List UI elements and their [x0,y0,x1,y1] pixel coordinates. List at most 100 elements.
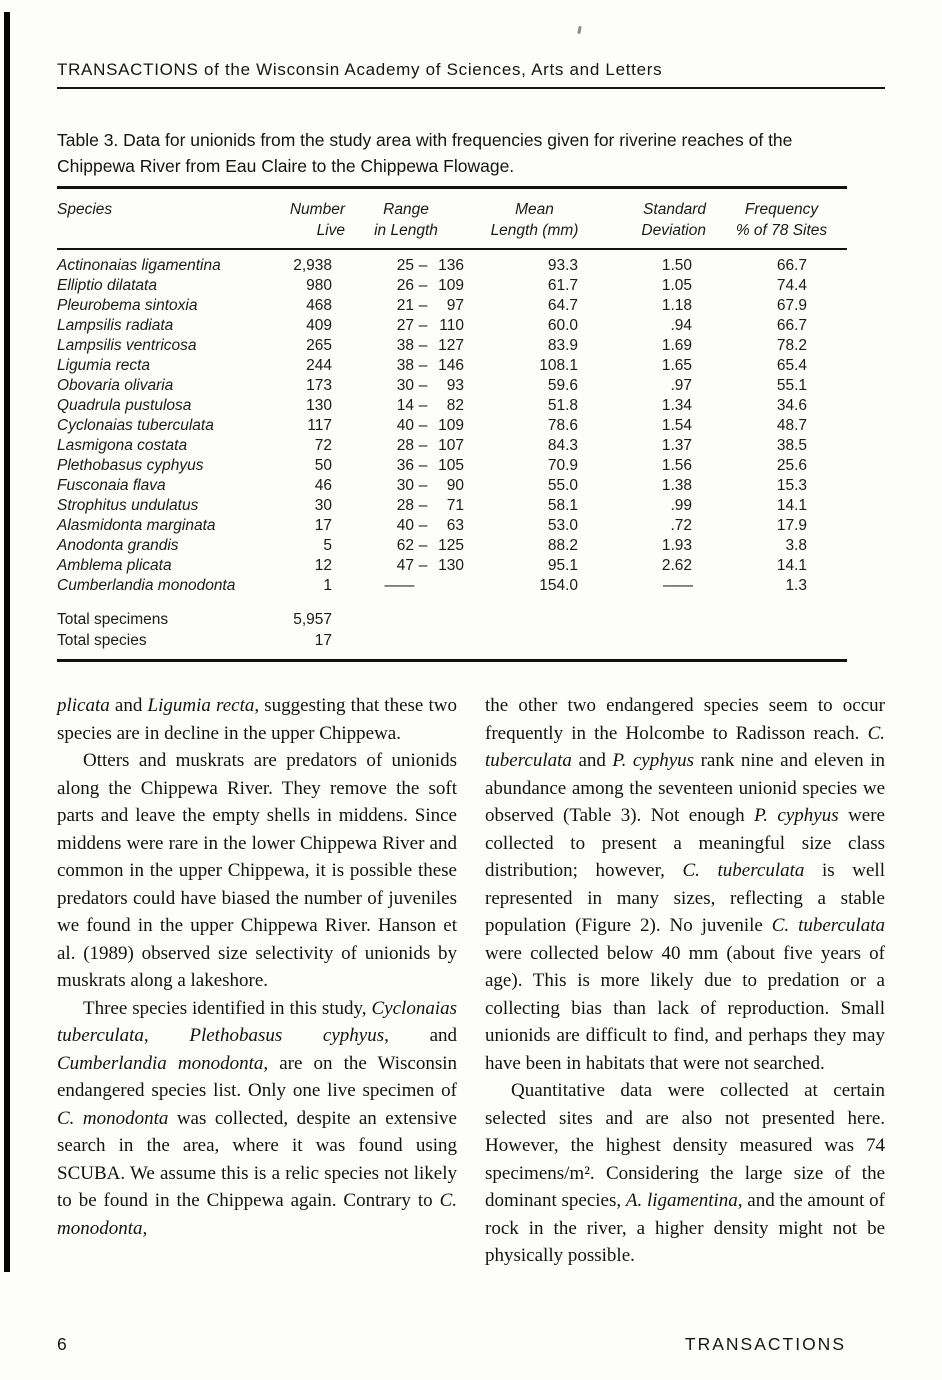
table-3-section: Table 3. Data for unionids from the stud… [57,127,885,662]
number-live-cell: 130 [306,397,332,414]
std-dev-cell: 1.56 [661,457,692,474]
frequency-cell: 65.4 [776,357,807,374]
std-dev-cell: 1.50 [661,257,692,274]
mean-length-cell: 83.9 [547,337,578,354]
mean-length-cell: 108.1 [539,357,578,374]
range-cell: 38–127 [396,337,464,354]
body-paragraph: plicata and Ligumia recta, suggesting th… [57,695,457,744]
number-live-cell: 2,938 [293,257,332,274]
table-row: Plethobasus cyphyus 50 36–105 70.9 1.56 25.6 [57,456,847,476]
frequency-cell: 66.7 [776,317,807,334]
range-cell: 62–125 [396,537,464,554]
number-live-cell: 409 [306,317,332,334]
frequency-cell: 38.5 [776,437,807,454]
mean-length-cell: 64.7 [547,297,578,314]
number-live-cell: 50 [314,457,332,474]
frequency-cell: 48.7 [776,417,807,434]
number-live-cell: 980 [306,277,332,294]
number-live-cell: 12 [314,557,332,574]
mean-length-cell: 70.9 [547,457,578,474]
std-dev-cell: .94 [670,317,692,334]
total-species-label: Total species [57,632,147,649]
range-cell: 28–107 [396,437,464,454]
mean-length-cell: 53.0 [547,517,578,534]
number-live-cell: 244 [306,357,332,374]
number-live-cell: 117 [307,417,332,434]
species-cell: Cyclonaias tuberculata [57,417,214,434]
std-dev-cell: 2.62 [661,557,692,574]
table-header: Species Number Live Range in Length [57,189,847,250]
right-column: the other two endangered species seem to… [485,692,885,1270]
total-specimens-label: Total specimens [57,611,169,628]
range-cell: 28–71 [396,497,464,514]
frequency-cell: 34.6 [776,397,807,414]
unionid-data-table: Species Number Live Range in Length [57,189,847,651]
number-live-cell: 5 [323,537,332,554]
std-dev-cell: 1.37 [661,437,692,454]
body-paragraph: the other two endangered species seem to… [485,695,886,1074]
frequency-cell: 17.9 [776,517,807,534]
table-row: Fusconaia flava 46 30–90 55.0 1.38 15.3 [57,476,847,496]
table-row: Pleurobema sintoxia 468 21–97 64.7 1.18 67.9 [57,296,847,316]
species-cell: Amblema plicata [57,557,172,574]
range-cell: 30–90 [396,477,464,494]
table-wrap: Species Number Live Range in Length [57,186,847,662]
range-cell: 30–93 [396,377,464,394]
std-dev-cell: .99 [670,497,692,514]
species-cell: Lampsilis ventricosa [57,337,197,354]
table-row: Actinonaias ligamentina 2,938 25–136 93.3 1.… [57,249,847,276]
range-cell: 14–82 [396,397,464,414]
frequency-cell: 14.1 [776,557,807,574]
footer-journal-name: TRANSACTIONS [684,1334,846,1354]
mean-length-cell: 84.3 [547,437,578,454]
frequency-cell: 25.6 [776,457,807,474]
table-row: Quadrula pustulosa 130 14–82 51.8 1.34 34.6 [57,396,847,416]
page-number: 6 [57,1334,67,1354]
table-caption: Table 3. Data for unionids from the stud… [57,130,793,176]
number-live-cell: 1 [323,577,332,594]
number-live-cell: 72 [314,437,332,454]
journal-header-title: TRANSACTIONS of the Wisconsin Academy of… [57,60,885,89]
species-cell: Quadrula pustulosa [57,397,192,414]
table-row: Strophitus undulatus 30 28–71 58.1 .99 14.1 [57,496,847,516]
mean-length-cell: 78.6 [547,417,578,434]
column-header-range-in-length: Range in Length [345,189,467,250]
table-row: Amblema plicata 12 47–130 95.1 2.62 14.1 [57,556,847,576]
std-dev-cell: 1.38 [661,477,692,494]
std-dev-cell: 1.34 [661,397,692,414]
number-live-cell: 46 [314,477,332,494]
species-cell: Ligumia recta [57,357,151,374]
body-paragraph: Quantitative data were collected at cert… [485,1080,885,1266]
species-cell: Alasmidonta marginata [57,517,216,534]
scan-gutter-edge [4,12,10,1272]
range-cell: 36–105 [396,457,464,474]
std-dev-cell: 1.93 [661,537,692,554]
mean-length-cell: 58.1 [547,497,578,514]
table-row: Ligumia recta 244 38–146 108.1 1.65 65.4 [57,356,847,376]
species-cell: Pleurobema sintoxia [57,297,198,314]
species-cell: Actinonaias ligamentina [57,257,221,274]
totals-spacer-row [57,596,847,609]
table-row: Cyclonaias tuberculata 117 40–109 78.6 1.54 4… [57,416,847,436]
species-cell: Cumberlandia monodonta [57,577,236,594]
table-row: Anodonta grandis 5 62–125 88.2 1.93 3.8 [57,536,847,556]
number-live-cell: 30 [314,497,332,514]
frequency-cell: 15.3 [776,477,807,494]
page-footer: 6 TRANSACTIONS [57,1334,846,1355]
table-row: Lampsilis radiata 409 27–110 60.0 .94 66.7 [57,316,847,336]
std-dev-cell: 1.69 [661,337,692,354]
std-dev-cell: 1.65 [661,357,692,374]
std-dev-cell: —— [663,577,693,594]
species-cell: Lampsilis radiata [57,317,174,334]
range-cell: 27–110 [396,317,464,334]
range-cell: 26–109 [396,277,464,294]
species-cell: Plethobasus cyphyus [57,457,204,474]
total-specimens-row: Total specimens 5,957 [57,609,847,630]
table-row: Obovaria olivaria 173 30–93 59.6 .97 55.1 [57,376,847,396]
frequency-cell: 78.2 [776,337,807,354]
column-header-mean-length: Mean Length (mm) [467,189,602,250]
total-specimens-value: 5,957 [293,611,332,628]
species-cell: Anodonta grandis [57,537,179,554]
range-cell: 25–136 [396,257,464,274]
species-cell: Fusconaia flava [57,477,166,494]
